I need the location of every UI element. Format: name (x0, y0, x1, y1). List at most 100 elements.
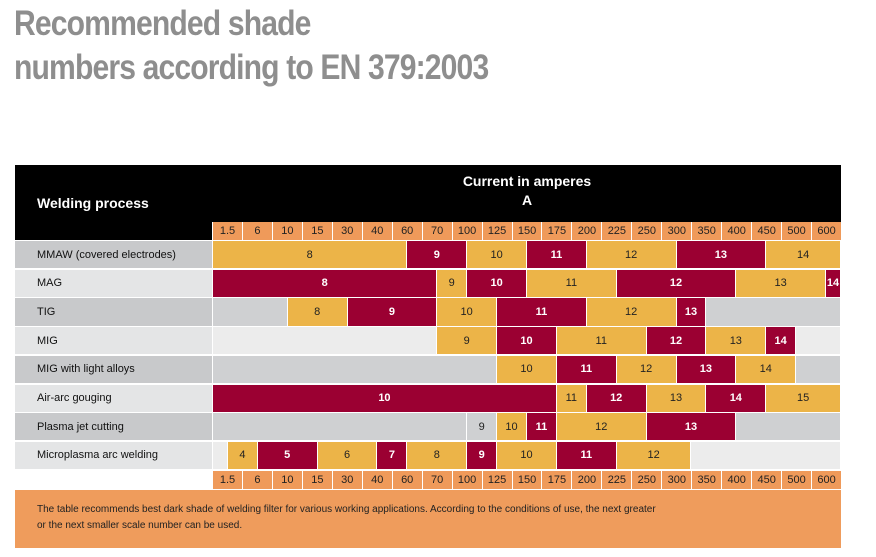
shade-cell: 10 (497, 441, 557, 470)
empty-cell (213, 413, 468, 441)
shade-cell: 12 (556, 413, 647, 441)
shade-cell: 9 (437, 327, 498, 355)
shade-cell: 13 (646, 413, 737, 441)
shade-cell: 12 (616, 355, 677, 383)
empty-cell (796, 327, 841, 355)
shade-cell: 11 (556, 355, 617, 383)
scale-tick: 40 (361, 222, 392, 240)
scale-tick: 40 (361, 471, 392, 489)
scale-tick: 125 (481, 222, 512, 240)
current-unit: A (521, 192, 533, 208)
shade-cell: 11 (527, 413, 557, 441)
scale-tick: 600 (811, 222, 842, 240)
table-row: 10 11 12 13 14 15 (213, 384, 841, 412)
scale-tick: 150 (511, 222, 542, 240)
page-title: Recommended shade numbers according to E… (14, 2, 489, 90)
shade-cell: 10 (497, 413, 527, 441)
scale-tick: 300 (661, 222, 692, 240)
shade-cell: 14 (766, 327, 797, 355)
table-row: 4 5 6 7 8 9 10 11 12 (213, 441, 841, 470)
row-process-label: TIG (15, 298, 212, 326)
shade-cell: 7 (377, 441, 408, 470)
scale-tick: 10 (271, 471, 302, 489)
shade-cell: 13 (676, 241, 767, 269)
scale-tick: 500 (781, 471, 812, 489)
shade-cell: 12 (586, 298, 677, 326)
scale-tick: 250 (631, 222, 662, 240)
scale-tick: 175 (541, 222, 572, 240)
scale-tick: 30 (331, 222, 362, 240)
shade-cell: 11 (556, 327, 647, 355)
shade-cell: 14 (706, 384, 767, 412)
shade-cell: 12 (616, 441, 692, 470)
shade-cell: 10 (467, 241, 527, 269)
shade-cell: 12 (616, 269, 737, 297)
footnote-line-2: or the next smaller scale number can be … (37, 520, 243, 531)
scale-tick: 225 (601, 471, 632, 489)
shade-cell: 12 (646, 327, 707, 355)
shade-cell: 14 (826, 269, 841, 297)
title-line-1: Recommended shade (14, 4, 311, 43)
scale-tick: 400 (721, 471, 752, 489)
shade-cell: 11 (497, 298, 587, 326)
row-process-label: MIG with light alloys (15, 355, 212, 383)
shade-cell: 9 (407, 241, 468, 269)
scale-tick: 450 (751, 471, 782, 489)
scale-tick: 450 (751, 222, 782, 240)
empty-cell (706, 298, 841, 326)
table-row: 9 10 11 12 13 14 (213, 327, 841, 355)
scale-tick: 30 (331, 471, 362, 489)
scale-tick: 6 (241, 222, 272, 240)
row-process-label: MAG (15, 269, 212, 297)
row-process-label: Microplasma arc welding (15, 441, 212, 470)
scale-tick: 125 (481, 471, 512, 489)
scale-tick: 100 (451, 222, 482, 240)
scale-tick: 500 (781, 222, 812, 240)
shade-cell: 8 (407, 441, 468, 470)
shade-cell: 8 (287, 298, 348, 326)
current-scale-top: 1.5 6 10 15 30 40 60 70 100 125 150 175 200 225 250 300… (213, 222, 842, 240)
shade-cell: 9 (437, 269, 468, 297)
scale-tick: 1.5 (213, 222, 242, 240)
scale-tick: 6 (241, 471, 272, 489)
shade-cell: 13 (646, 384, 707, 412)
current-scale-bottom: 1.5 6 10 15 30 40 60 70 100 125 150 175 200 225 250 300… (213, 471, 842, 489)
shade-cell: 14 (736, 355, 797, 383)
current-header: Current in amperes A (213, 172, 841, 210)
scale-tick: 60 (391, 471, 422, 489)
empty-cell (213, 298, 288, 326)
scale-tick: 400 (721, 222, 752, 240)
scale-tick: 175 (541, 471, 572, 489)
scale-tick: 200 (571, 222, 602, 240)
shade-cell: 13 (736, 269, 827, 297)
shade-cell: 10 (213, 384, 557, 412)
row-process-label: Plasma jet cutting (15, 413, 212, 441)
table-row: 10 11 12 13 14 (213, 355, 841, 383)
shade-cell: 10 (437, 298, 498, 326)
shade-cell: 15 (766, 384, 841, 412)
scale-tick: 100 (451, 471, 482, 489)
scale-tick: 10 (271, 222, 302, 240)
shade-cell: 11 (556, 441, 617, 470)
shade-cell: 11 (556, 384, 587, 412)
shade-cell: 10 (497, 355, 557, 383)
shade-cell: 6 (317, 441, 378, 470)
scale-tick: 1.5 (213, 471, 242, 489)
shade-cell: 12 (586, 384, 647, 412)
scale-tick: 15 (301, 471, 332, 489)
table-row: 8 9 10 11 12 13 (213, 298, 841, 326)
shade-cell: 8 (213, 241, 408, 269)
shade-cell: 13 (676, 355, 737, 383)
table-row: 8 9 10 11 12 13 14 (213, 241, 841, 269)
current-label: Current in amperes (462, 173, 592, 189)
scale-tick: 350 (691, 222, 722, 240)
empty-cell (213, 355, 498, 383)
empty-cell (213, 441, 228, 470)
empty-cell (796, 355, 841, 383)
shade-cell: 12 (586, 241, 677, 269)
empty-cell (691, 441, 841, 470)
empty-cell (736, 413, 841, 441)
scale-tick: 60 (391, 222, 422, 240)
row-process-label: MMAW (covered electrodes) (15, 241, 212, 269)
shade-cell: 5 (257, 441, 318, 470)
